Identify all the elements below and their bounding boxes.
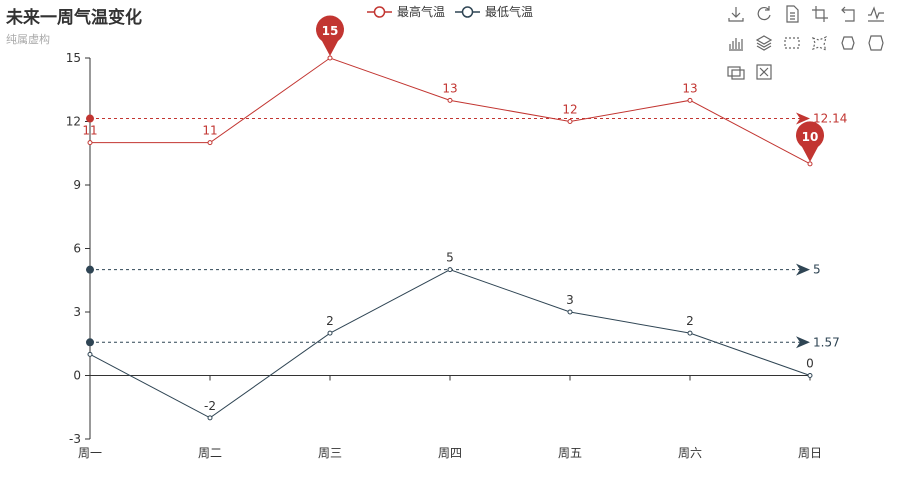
chart-title: 未来一周气温变化 <box>6 8 142 28</box>
legend-label-high: 最高气温 <box>397 5 446 19</box>
data-label-high: 12 <box>562 103 577 117</box>
data-point-low <box>207 415 213 421</box>
data-point-high <box>807 161 813 167</box>
chart-subtitle: 纯属虚构 <box>6 33 50 46</box>
legend-item-low[interactable]: 最低气温 <box>455 3 533 20</box>
mark-line-label-high: 12.14 <box>813 112 847 126</box>
data-point-low <box>447 267 453 273</box>
x-tick-label: 周六 <box>678 446 702 460</box>
data-point-low <box>807 373 813 378</box>
x-tick-label: 周三 <box>318 446 342 460</box>
data-label-high: 13 <box>682 81 697 95</box>
mark-line-arrow-high <box>796 112 810 125</box>
zoom-icon[interactable] <box>726 62 746 82</box>
mark-line-label-low: 5 <box>813 263 821 277</box>
data-label-low: 2 <box>686 314 694 328</box>
data-label-low: 0 <box>806 357 814 371</box>
data-view-icon[interactable] <box>782 4 802 24</box>
mark-line-start-high <box>86 114 94 123</box>
legend: 最高气温 最低气温 <box>367 3 533 20</box>
crop-icon[interactable] <box>810 4 830 24</box>
x-tick-label: 周二 <box>198 446 222 460</box>
y-tick-label: 3 <box>73 305 81 319</box>
toolbox <box>722 4 894 91</box>
data-label-high: 11 <box>82 124 97 138</box>
mark-line-start-low <box>86 265 94 274</box>
data-point-high <box>687 97 693 103</box>
series-line-low <box>89 269 811 419</box>
series-line-high <box>90 57 811 165</box>
line-chart-icon[interactable] <box>866 4 886 24</box>
y-tick-label: -3 <box>69 432 81 446</box>
data-label-high: 13 <box>442 81 457 95</box>
legend-swatch-low <box>455 5 481 18</box>
legend-item-high[interactable]: 最高气温 <box>367 3 445 20</box>
mark-line-arrow-low <box>796 263 810 276</box>
mark-line-label-low: 1.57 <box>813 335 840 349</box>
y-tick-label: 15 <box>66 51 81 65</box>
lasso-select-icon[interactable] <box>810 33 830 53</box>
data-point-low <box>327 330 333 336</box>
x-tick-label: 周五 <box>558 446 582 460</box>
mark-point-pin-high <box>796 121 825 162</box>
data-label-low: -2 <box>204 399 216 413</box>
y-tick-label: 0 <box>73 369 81 383</box>
x-tick-label: 周日 <box>798 446 822 460</box>
mark-line-arrow-low <box>796 336 810 349</box>
x-tick-label: 周四 <box>438 446 462 460</box>
mark-point-label-high: 15 <box>322 24 339 38</box>
data-point-low <box>87 351 93 357</box>
x-tick-label: 周一 <box>78 446 102 460</box>
y-tick-label: 9 <box>73 178 81 192</box>
refresh-icon[interactable] <box>754 4 774 24</box>
data-point-high <box>207 140 213 146</box>
mark-line-start-low <box>86 338 94 347</box>
legend-label-low: 最低气温 <box>485 5 534 19</box>
data-label-low: 5 <box>446 251 454 265</box>
stack-icon[interactable] <box>754 33 774 53</box>
brush-clear-icon[interactable] <box>866 33 886 53</box>
legend-swatch-high <box>367 5 392 18</box>
data-point-high <box>87 140 93 146</box>
brush-keep-icon[interactable] <box>838 33 858 53</box>
data-point-high <box>567 119 573 124</box>
data-label-low: 2 <box>326 314 334 328</box>
bar-chart-icon[interactable] <box>726 33 746 53</box>
y-tick-label: 12 <box>66 115 81 129</box>
data-point-low <box>567 309 573 315</box>
data-label-low: 3 <box>566 293 574 307</box>
y-tick-label: 6 <box>73 242 81 256</box>
mark-point-pin-high <box>316 15 344 57</box>
undo-icon[interactable] <box>838 4 858 24</box>
zoom-reset-icon[interactable] <box>754 62 774 82</box>
mark-point-label-high: 10 <box>802 130 819 144</box>
download-icon[interactable] <box>726 4 746 24</box>
data-point-low <box>687 330 693 336</box>
data-point-high <box>447 97 453 103</box>
data-point-high <box>327 55 333 61</box>
data-label-high: 11 <box>202 124 217 138</box>
